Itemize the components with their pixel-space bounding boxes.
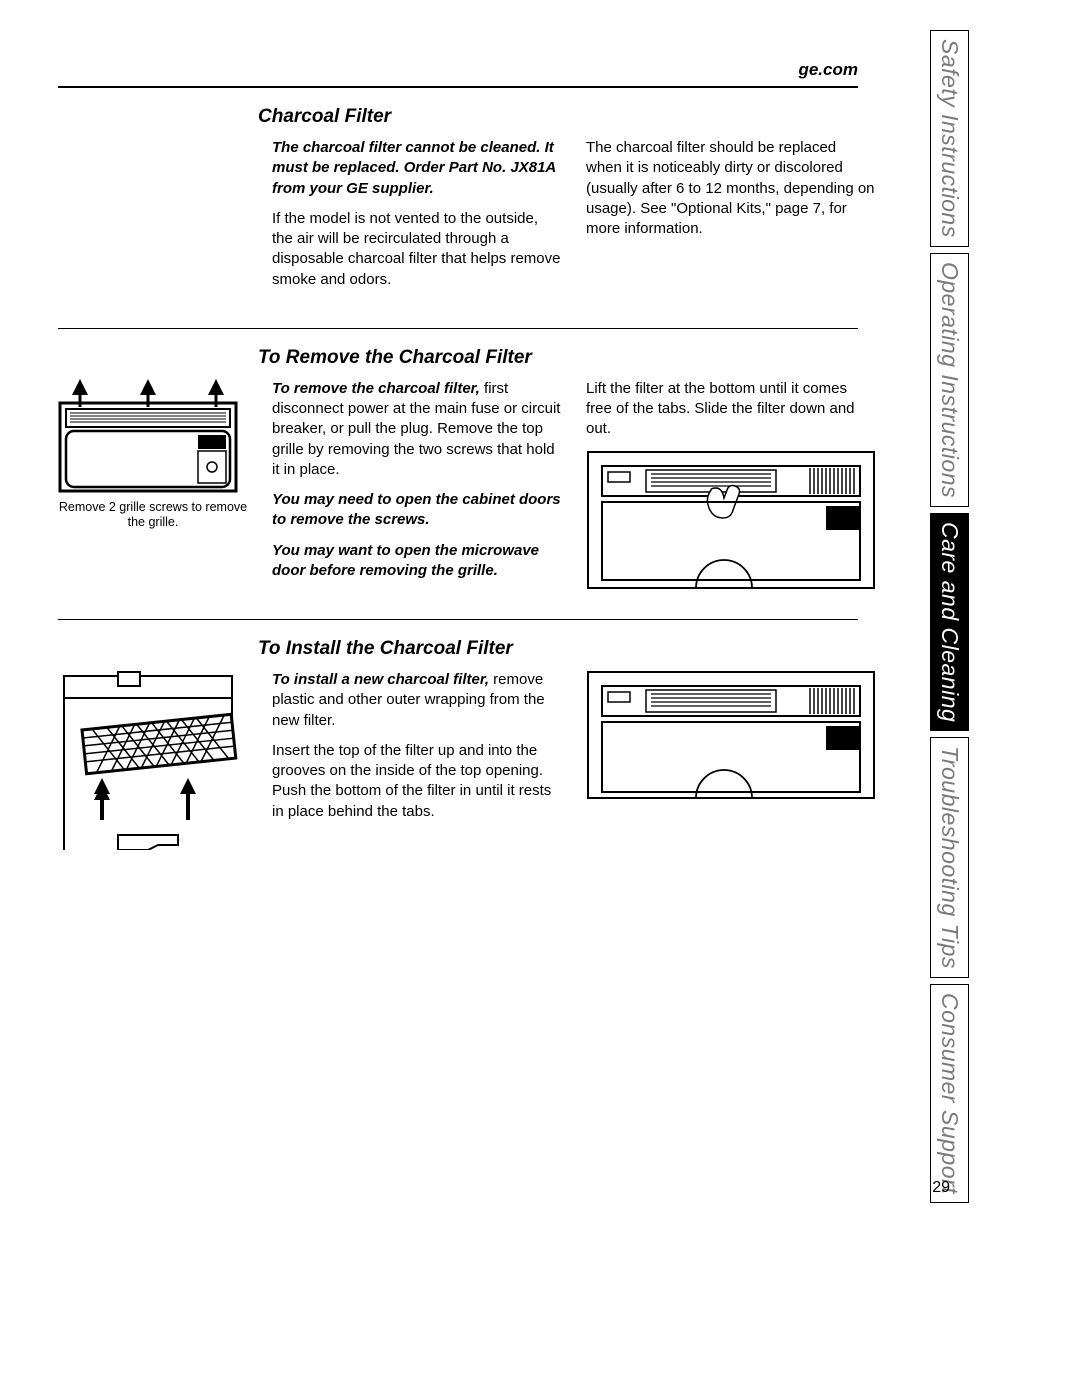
header-url: ge.com	[58, 60, 858, 80]
filter-installed-illustration	[586, 670, 876, 800]
microwave-grille-illustration	[58, 379, 238, 494]
divider	[58, 619, 858, 620]
filter-install-illustration	[58, 670, 238, 850]
paragraph: The charcoal filter cannot be cleaned. I…	[272, 138, 562, 199]
paragraph: You may want to open the microwave door …	[272, 541, 562, 582]
tab-care[interactable]: Care and Cleaning	[930, 513, 969, 731]
paragraph: Insert the top of the filter up and into…	[272, 741, 562, 822]
section-title: To Install the Charcoal Filter	[258, 638, 858, 660]
illustration-caption: Remove 2 grille screws to remove the gri…	[58, 500, 248, 531]
paragraph: To remove the charcoal filter, first dis…	[272, 379, 562, 480]
section-2: Remove 2 grille screws to remove the gri…	[58, 379, 858, 591]
manual-page: ge.com Charcoal Filter The charcoal filt…	[58, 60, 858, 850]
tab-troubleshooting[interactable]: Troubleshooting Tips	[930, 737, 969, 978]
paragraph: Lift the filter at the bottom until it c…	[586, 379, 876, 440]
section-title: Charcoal Filter	[258, 106, 858, 128]
tab-safety[interactable]: Safety Instructions	[930, 30, 969, 247]
section-title: To Remove the Charcoal Filter	[258, 347, 858, 369]
page-number: 29	[932, 1179, 950, 1197]
section-3: To install a new charcoal filter, remove…	[58, 670, 858, 850]
filter-removal-illustration	[586, 450, 876, 590]
tab-consumer[interactable]: Consumer Support	[930, 984, 969, 1203]
divider	[58, 86, 858, 88]
divider	[58, 328, 858, 329]
tab-operating[interactable]: Operating Instructions	[930, 253, 969, 507]
paragraph: To install a new charcoal filter, remove…	[272, 670, 562, 731]
side-tabs: Safety Instructions Operating Instructio…	[930, 30, 970, 1210]
section-1: The charcoal filter cannot be cleaned. I…	[58, 138, 858, 300]
paragraph: You may need to open the cabinet doors t…	[272, 490, 562, 531]
paragraph: If the model is not vented to the outsid…	[272, 209, 562, 290]
paragraph: The charcoal filter should be replaced w…	[586, 138, 876, 239]
